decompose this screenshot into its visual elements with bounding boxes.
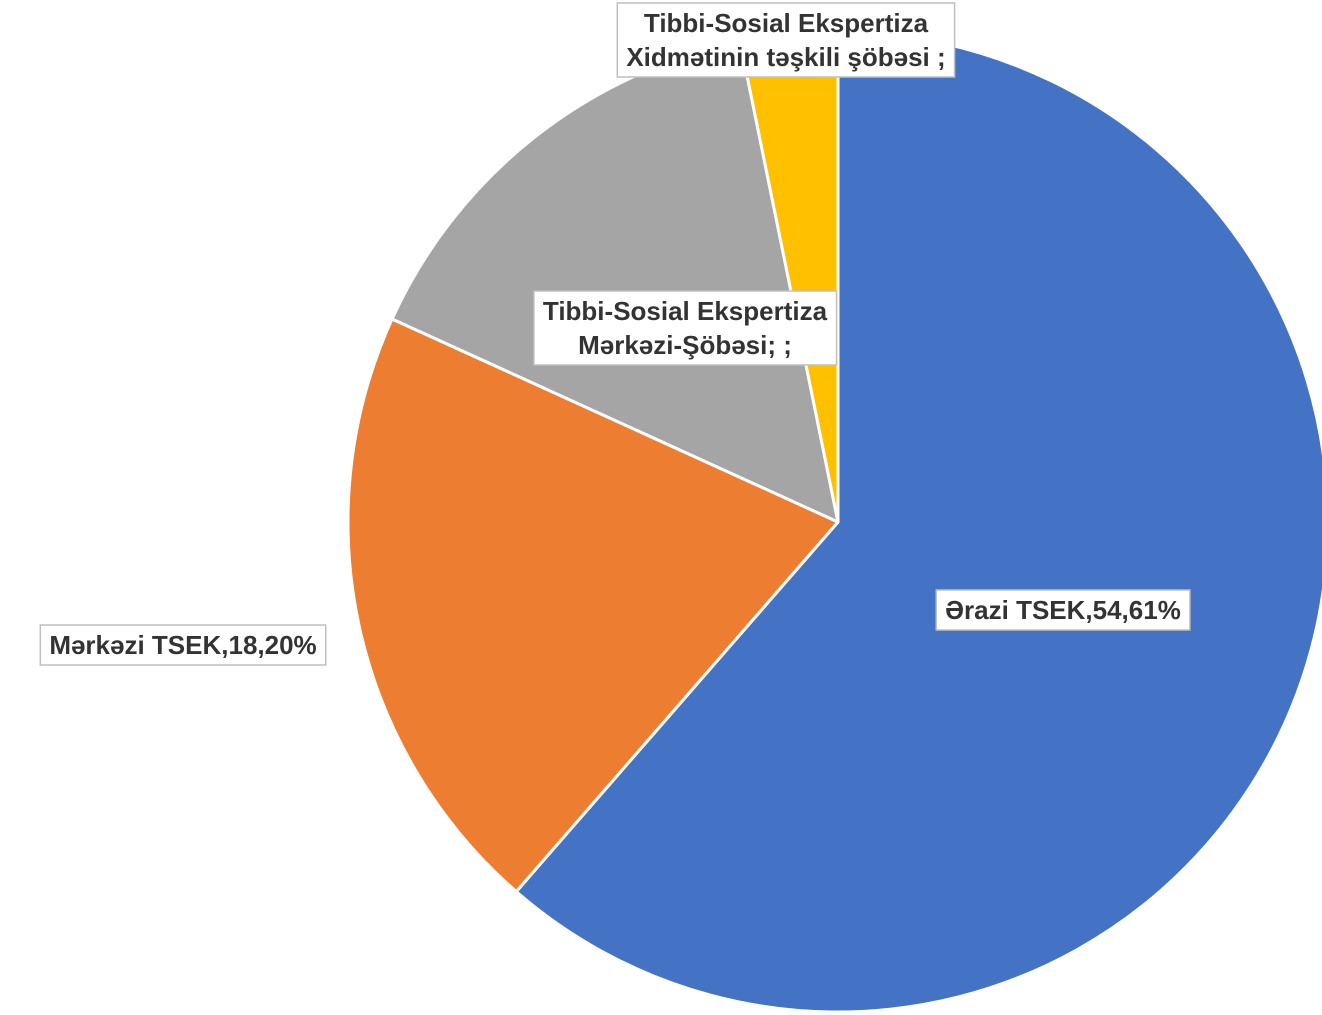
pie-slice-1 (346, 317, 840, 894)
data-label-box (616, 2, 956, 78)
pie-slice-0 (514, 30, 1322, 1014)
data-label-text: Ərazi TSEK,54,61% (945, 595, 1181, 625)
data-label-box (935, 589, 1191, 631)
data-label-box (39, 624, 327, 666)
data-label-0: Ərazi TSEK,54,61% (935, 589, 1191, 631)
data-label-text: Tibbi-Sosial Ekspertiza (543, 296, 828, 326)
data-label-3: Tibbi-Sosial Ekspertiza Xidmətinin təşkil… (616, 2, 956, 78)
data-label-1: Mərkəzi TSEK,18,20% (39, 624, 327, 666)
data-label-box (533, 290, 838, 366)
data-label-2: Tibbi-Sosial Ekspertiza Mərkəzi-Şöbəsi; ; (533, 290, 838, 366)
data-label-text: Mərkəzi-Şöbəsi; ; (578, 330, 792, 360)
data-label-text: Xidmətinin təşkili şöbəsi ; (626, 42, 945, 72)
pie-data-labels: Ərazi TSEK,54,61% Mərkəzi TSEK,18,20% Tibb… (39, 2, 1191, 666)
pie-slices (346, 30, 1322, 1014)
data-label-text: Mərkəzi TSEK,18,20% (49, 630, 316, 660)
data-label-text: Tibbi-Sosial Ekspertiza (644, 8, 929, 38)
